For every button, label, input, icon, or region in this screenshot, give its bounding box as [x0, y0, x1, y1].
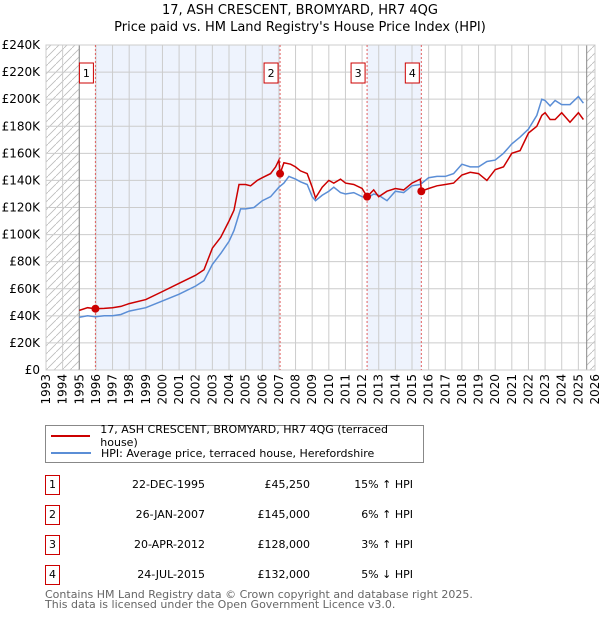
transaction-date: 24-JUL-2015: [137, 568, 205, 581]
y-tick-label: £20K: [9, 336, 41, 350]
y-tick-label: £80K: [9, 255, 41, 269]
x-tick-label: 2016: [422, 374, 436, 405]
sale-point: [91, 304, 100, 313]
x-tick-label: 2013: [372, 374, 386, 405]
y-tick-label: £180K: [2, 119, 42, 133]
legend-label: HPI: Average price, terraced house, Here…: [101, 446, 375, 460]
property-series-line: [79, 111, 585, 312]
x-tick-label: 2025: [571, 374, 585, 405]
transaction-price: £145,000: [257, 508, 311, 521]
transaction-date: 22-DEC-1995: [131, 478, 205, 491]
plot-border: [45, 44, 596, 371]
x-tick-label: 2011: [338, 374, 352, 405]
transaction-price: £45,250: [264, 478, 311, 491]
x-tick-label: 2021: [505, 374, 519, 405]
transaction-badge: 1: [45, 475, 60, 495]
y-tick-label: £220K: [2, 65, 42, 79]
x-tick-label: 2005: [239, 374, 253, 405]
x-tick-label: 2012: [355, 374, 369, 405]
transaction-badge: 4: [45, 565, 60, 585]
y-tick-label: £200K: [2, 92, 42, 106]
x-tick-label: 2008: [289, 374, 303, 405]
chart-subtitle: Price paid vs. HM Land Registry's House …: [114, 20, 486, 35]
x-tick-label: 2024: [555, 374, 569, 405]
y-tick-label: £140K: [2, 173, 42, 187]
y-tick-label: £40K: [9, 309, 41, 323]
transaction-hpi-diff: 15% ↑ HPI: [354, 478, 413, 491]
x-tick-label: 2023: [538, 374, 552, 405]
transaction-price: £128,000: [257, 538, 311, 551]
x-tick-label: 1997: [106, 374, 120, 405]
y-tick-label: £100K: [2, 228, 42, 242]
x-tick-label: 2010: [322, 374, 336, 405]
x-tick-label: 1999: [139, 374, 153, 405]
legend-swatch-blue: [51, 452, 91, 454]
sale-point: [363, 192, 372, 201]
x-tick-label: 2017: [438, 374, 452, 405]
x-tick-label: 2018: [455, 374, 469, 405]
x-tick-label: 2026: [588, 374, 600, 405]
x-tick-label: 2014: [388, 374, 402, 405]
table-row: 4 24-JUL-2015 £132,000 5% ↓ HPI: [45, 565, 445, 585]
legend: 17, ASH CRESCENT, BROMYARD, HR7 4QG (ter…: [45, 423, 424, 463]
table-row: 2 26-JAN-2007 £145,000 6% ↑ HPI: [45, 505, 445, 525]
legend-item-hpi: HPI: Average price, terraced house, Here…: [51, 445, 374, 461]
sale-label-box: [350, 62, 366, 84]
y-tick-label: £0: [25, 363, 40, 377]
sale-label: 2: [268, 67, 275, 80]
y-tick-label: £240K: [2, 38, 42, 52]
hpi-series-line: [79, 95, 585, 318]
x-tick-label: 2015: [405, 374, 419, 405]
x-tick-label: 2006: [255, 374, 269, 405]
legend-label: 17, ASH CRESCENT, BROMYARD, HR7 4QG (ter…: [100, 423, 389, 449]
transaction-badge: 3: [45, 535, 60, 555]
chart-title: 17, ASH CRESCENT, BROMYARD, HR7 4QG: [162, 3, 438, 18]
x-tick-label: 2002: [189, 374, 203, 405]
sale-point: [417, 187, 426, 196]
transaction-hpi-diff: 5% ↓ HPI: [361, 568, 413, 581]
x-tick-label: 1995: [72, 374, 86, 405]
sale-label-box: [404, 62, 420, 84]
x-tick-label: 2020: [488, 374, 502, 405]
legend-swatch-red: [51, 435, 91, 437]
transaction-hpi-diff: 3% ↑ HPI: [361, 538, 413, 551]
transaction-badge: 2: [45, 505, 60, 525]
transaction-date: 26-JAN-2007: [135, 508, 205, 521]
table-row: 1 22-DEC-1995 £45,250 15% ↑ HPI: [45, 475, 445, 495]
sale-point: [276, 169, 285, 178]
x-tick-label: 2000: [155, 374, 169, 405]
sale-label: 3: [355, 67, 362, 80]
x-tick-label: 2019: [472, 374, 486, 405]
footer-licence: This data is licensed under the Open Gov…: [45, 598, 396, 611]
y-tick-label: £160K: [2, 146, 42, 160]
sale-label: 1: [83, 67, 90, 80]
x-tick-label: 1996: [89, 374, 103, 405]
sale-label-box: [78, 62, 94, 84]
x-tick-label: 1993: [39, 374, 53, 405]
footer: Contains HM Land Registry data © Crown c…: [45, 588, 473, 611]
x-tick-label: 2009: [305, 374, 319, 405]
x-tick-label: 2004: [222, 374, 236, 405]
y-tick-label: £60K: [9, 282, 41, 296]
x-tick-label: 2007: [272, 374, 286, 405]
x-tick-label: 1998: [122, 374, 136, 405]
transaction-price: £132,000: [257, 568, 311, 581]
footer-copyright: Contains HM Land Registry data © Crown c…: [45, 588, 473, 601]
x-tick-label: 2001: [172, 374, 186, 405]
x-tick-label: 1994: [56, 374, 70, 405]
sale-label: 4: [409, 67, 416, 80]
x-tick-label: 2022: [521, 374, 535, 405]
price-chart: 1993 1994 1995 1996 1997 1998 1999 2000 2001 2002…: [2, 38, 600, 405]
sale-label-box: [263, 62, 279, 84]
legend-item-property: 17, ASH CRESCENT, BROMYARD, HR7 4QG (ter…: [51, 423, 423, 449]
y-tick-label: £120K: [2, 201, 42, 215]
transaction-hpi-diff: 6% ↑ HPI: [361, 508, 413, 521]
x-tick-label: 2003: [205, 374, 219, 405]
transaction-date: 20-APR-2012: [133, 538, 205, 551]
table-row: 3 20-APR-2012 £128,000 3% ↑ HPI: [45, 535, 445, 555]
